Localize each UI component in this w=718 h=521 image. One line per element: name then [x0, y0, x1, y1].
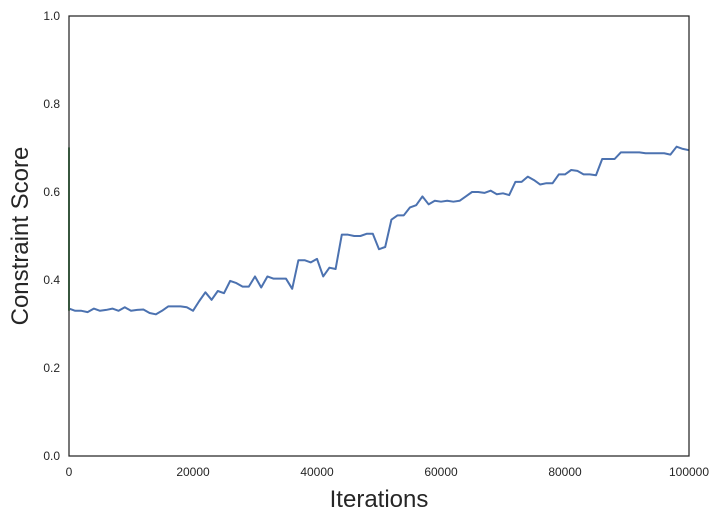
y-tick-label: 0.6	[43, 185, 60, 199]
y-tick-label: 0.2	[43, 361, 60, 375]
series-line-1	[68, 145, 690, 316]
y-tick-labels: 0.0 0.2 0.4 0.6 0.8 1.0	[43, 9, 60, 463]
x-tick-label: 40000	[300, 465, 334, 479]
y-tick-label: 0.4	[43, 273, 60, 287]
y-tick-label: 0.0	[43, 449, 60, 463]
plot-frame	[68, 15, 690, 457]
plot-background	[69, 16, 689, 456]
y-tick-label: 1.0	[43, 9, 60, 23]
x-tick-label: 20000	[176, 465, 210, 479]
x-tick-label: 0	[66, 465, 73, 479]
x-tick-label: 100000	[669, 465, 709, 479]
x-tick-labels: 0 20000 40000 60000 80000 100000	[66, 465, 710, 479]
y-tick-label: 0.8	[43, 97, 60, 111]
x-axis-label: Iterations	[330, 486, 429, 513]
x-tick-label: 60000	[424, 465, 458, 479]
y-axis-label: Constraint Score	[7, 147, 34, 326]
x-tick-label: 80000	[548, 465, 582, 479]
